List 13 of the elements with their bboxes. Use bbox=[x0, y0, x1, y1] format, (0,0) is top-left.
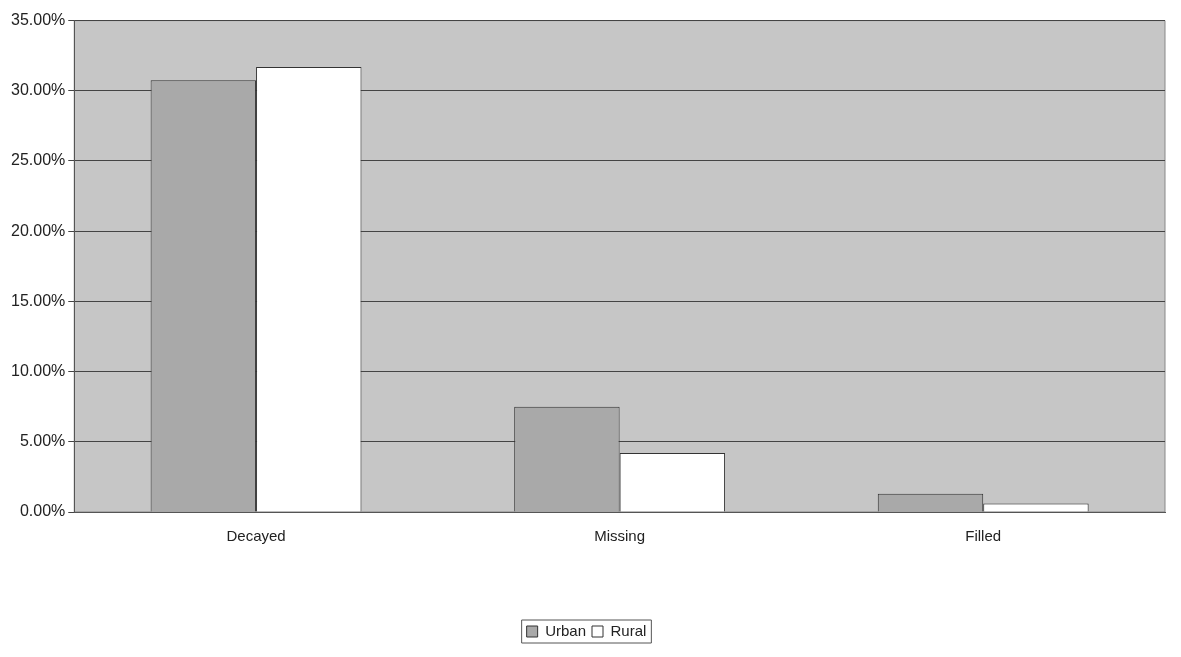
y-tick-label: 35.00% bbox=[11, 11, 66, 29]
y-tick-label: 25.00% bbox=[11, 151, 66, 169]
x-tick-label: Missing bbox=[594, 527, 646, 545]
y-tick-label: 5.00% bbox=[19, 432, 66, 450]
y-tick-label: 20.00% bbox=[11, 221, 66, 239]
x-tick-label: Decayed bbox=[226, 527, 286, 545]
legend-label: Urban bbox=[545, 621, 587, 639]
y-tick-label: 30.00% bbox=[11, 81, 66, 99]
y-tick-label: 0.00% bbox=[19, 502, 66, 520]
y-tick-label: 15.00% bbox=[11, 291, 66, 309]
x-tick-label: Filled bbox=[965, 527, 1002, 545]
y-tick-label: 10.00% bbox=[11, 362, 66, 380]
legend-label: Rural bbox=[610, 621, 647, 639]
